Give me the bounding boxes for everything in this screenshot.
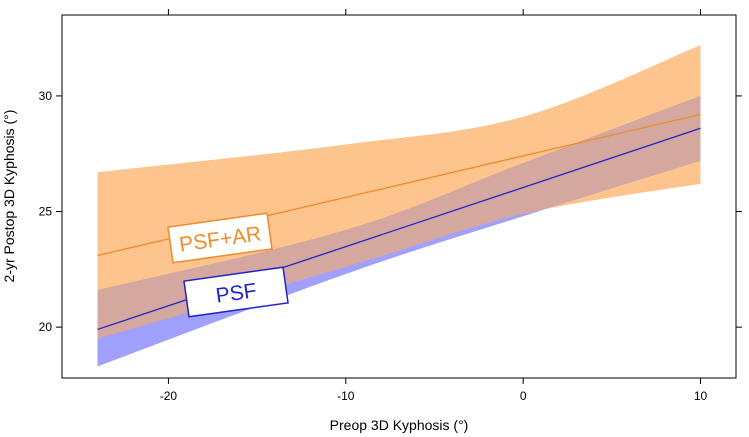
psf-ar-callout: PSF+AR (167, 212, 273, 264)
y-tick-label: 25 (39, 205, 53, 219)
psf-callout-box (183, 266, 289, 318)
plot-area (97, 45, 701, 367)
x-tick-label: -10 (337, 389, 355, 403)
psf-ar-callout-box (167, 212, 273, 264)
y-axis-ticks: 20 25 30 (39, 89, 742, 334)
x-tick-label: 0 (520, 389, 527, 403)
x-axis-ticks: -20 -10 0 10 (160, 9, 708, 403)
y-tick-label: 30 (39, 89, 53, 103)
x-tick-label: -20 (160, 389, 178, 403)
x-axis-title: Preop 3D Kyphosis (°) (330, 417, 469, 433)
y-axis-title: 2-yr Postop 3D Kyphosis (°) (1, 110, 17, 283)
psf-callout-label: PSF (214, 279, 258, 307)
plot-frame (61, 14, 737, 379)
x-tick-label: 10 (694, 389, 708, 403)
psf-callout: PSF (183, 266, 289, 318)
y-tick-label: 20 (39, 320, 53, 334)
